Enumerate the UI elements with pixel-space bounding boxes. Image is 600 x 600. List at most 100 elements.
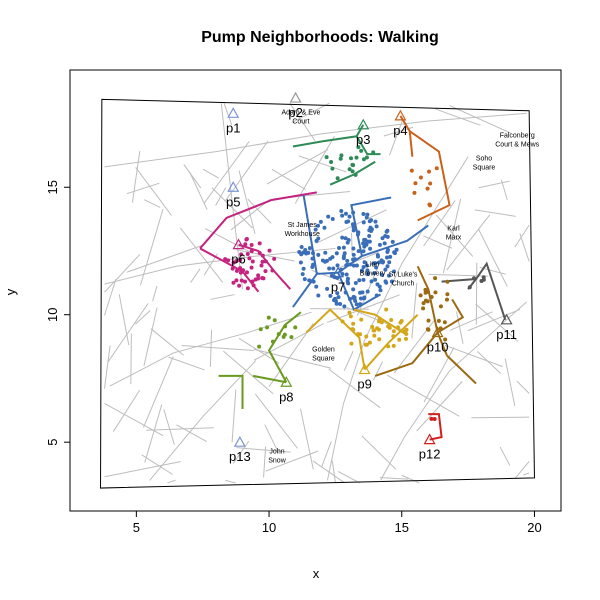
p7-case-point — [361, 265, 366, 270]
street-segment — [264, 424, 280, 454]
street-segment — [150, 328, 184, 356]
street-segment — [146, 427, 214, 431]
street-segment — [142, 356, 174, 428]
street-segment — [328, 368, 381, 409]
p6-case-point — [238, 266, 243, 271]
chart-title: Pump Neighborhoods: Walking — [201, 29, 439, 46]
street-segment — [373, 361, 384, 381]
y-tick-label: 15 — [45, 180, 60, 194]
street-segment — [253, 348, 332, 369]
p3-case-point — [353, 172, 358, 177]
p7-case-point — [368, 246, 373, 251]
p9-case-point — [377, 337, 382, 342]
p7-case-point — [362, 237, 367, 242]
p7-case-point — [340, 235, 345, 240]
y-axis-label: y — [3, 288, 18, 295]
street-segment — [456, 311, 464, 344]
landmark-label: Court & Mews — [495, 142, 539, 149]
street-segment — [446, 214, 491, 271]
street-segment — [179, 227, 224, 283]
street-segment — [143, 307, 158, 367]
p7-case-point — [369, 229, 374, 234]
p7-case-point — [374, 293, 379, 298]
p7-case-point — [311, 251, 316, 256]
p9-case-point — [348, 314, 353, 319]
p7-case-point — [336, 295, 341, 300]
street-segment — [519, 233, 530, 262]
p10-case-point — [438, 326, 443, 331]
p9-pump-label: p9 — [357, 377, 371, 392]
p3-case-point — [350, 169, 355, 174]
x-axis-label: x — [313, 566, 320, 581]
p9-case-point — [395, 325, 400, 330]
p9-case-point — [340, 319, 345, 324]
p7-case-point — [367, 234, 372, 239]
p7-case-point — [300, 272, 305, 277]
street-segment — [351, 232, 353, 255]
p7-case-point — [354, 263, 359, 268]
p6-case-point — [247, 256, 252, 261]
p7-case-point — [380, 236, 385, 241]
p6-case-point — [241, 268, 246, 273]
pump-markers: p1 p2 p3 p4 p5 p6 p7 p8 p9 p10 p11 p12 p13 — [226, 91, 517, 464]
p7-case-point — [351, 210, 356, 215]
p7-case-point — [323, 250, 328, 255]
street-segment — [236, 447, 291, 453]
p9-case-point — [347, 310, 352, 315]
p3-walking-path — [355, 135, 381, 156]
street-segment — [254, 393, 298, 449]
p7-case-point — [316, 223, 321, 228]
p4-case-point — [413, 181, 418, 186]
landmark-label: Square — [473, 164, 496, 171]
p6-case-point — [244, 236, 249, 241]
p7-walking-path — [302, 194, 318, 275]
p12-pump-marker — [423, 433, 436, 445]
street-segment — [118, 294, 130, 346]
street-segment — [514, 461, 530, 479]
street-segment — [265, 450, 319, 472]
p7-case-point — [368, 225, 373, 230]
p7-case-point — [383, 267, 388, 272]
p6-case-point — [250, 279, 255, 284]
p6-case-point — [243, 242, 248, 247]
street-segment — [104, 461, 181, 478]
p6-pump-marker — [232, 238, 245, 250]
y-tick-label: 10 — [45, 307, 60, 321]
p7-case-point — [358, 296, 363, 301]
p7-pump-label: p7 — [331, 280, 345, 295]
p7-case-point — [345, 258, 350, 263]
p6-case-point — [223, 257, 228, 262]
street-segment — [516, 380, 530, 394]
p7-case-point — [381, 259, 386, 264]
p3-case-point — [364, 155, 369, 160]
p7-case-point — [391, 269, 396, 274]
p7-case-point — [359, 268, 364, 273]
p7-case-point — [309, 279, 314, 284]
p6-case-point — [237, 283, 242, 288]
p7-case-point — [373, 219, 378, 224]
p7-case-point — [367, 239, 372, 244]
p7-case-point — [341, 256, 346, 261]
p8-case-point — [266, 315, 271, 320]
p7-case-point — [316, 252, 321, 257]
p7-case-point — [385, 264, 390, 269]
p10-case-point — [442, 320, 447, 325]
p7-case-point — [351, 263, 356, 268]
p7-case-point — [351, 252, 356, 257]
p7-case-point — [303, 247, 308, 252]
p7-case-point — [322, 225, 327, 230]
p8-case-point — [257, 344, 262, 349]
p8-case-point — [258, 327, 263, 332]
p7-case-point — [373, 277, 378, 282]
street-arterial — [109, 311, 312, 387]
p6-case-point — [260, 259, 265, 264]
street-segment — [435, 108, 481, 126]
street-segment — [476, 350, 501, 374]
street-segment — [331, 460, 336, 484]
p9-walking-path — [363, 313, 419, 371]
p10-case-point — [429, 294, 434, 299]
p9-case-point — [372, 328, 377, 333]
street-segment — [423, 200, 456, 247]
p7-case-point — [318, 219, 323, 224]
